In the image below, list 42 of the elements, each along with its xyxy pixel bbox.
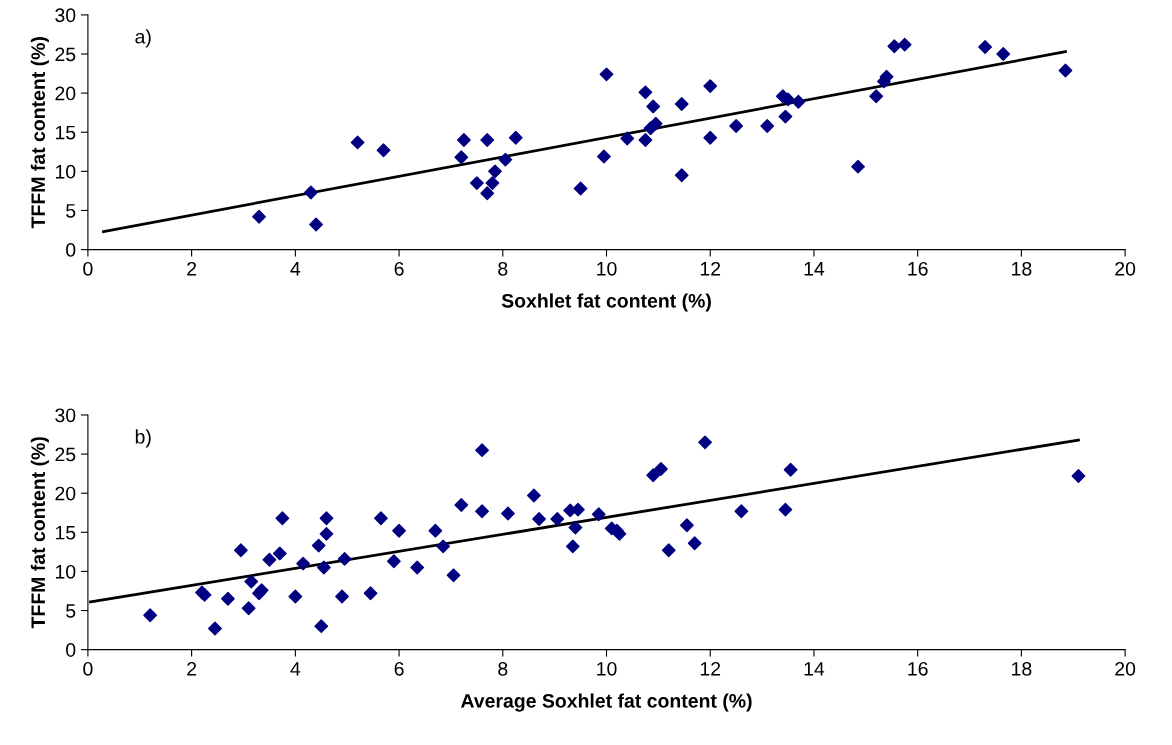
x-tick-label: 0: [83, 261, 93, 276]
y-axis-title: TFFM fat content (%): [30, 437, 49, 629]
x-tick-label: 16: [908, 661, 928, 676]
x-tick-label: 4: [290, 662, 301, 676]
y-tick-label: 30: [55, 408, 76, 423]
y-axis-title: TFFM fat content (%): [30, 37, 49, 229]
y-tick-label: 25: [55, 47, 76, 62]
x-tick-label: 18: [1012, 261, 1032, 276]
y-tick-label: 0: [66, 243, 76, 257]
x-tick-label: 14: [804, 262, 825, 276]
y-tick-label: 30: [55, 8, 76, 23]
x-tick-label: 10: [597, 261, 617, 276]
x-tick-label: 12: [700, 661, 721, 676]
y-tick-label: 20: [55, 86, 76, 101]
y-tick-label: 10: [55, 164, 76, 179]
x-tick-label: 8: [498, 661, 508, 676]
x-tick-label: 10: [597, 661, 617, 676]
y-tick-label: 10: [55, 564, 76, 579]
x-tick-label: 8: [498, 261, 508, 276]
x-axis-title: Average Soxhlet fat content (%): [460, 693, 752, 712]
x-tick-label: 20: [1115, 261, 1136, 276]
x-tick-label: 16: [908, 261, 928, 276]
x-tick-label: 6: [394, 261, 404, 276]
x-axis-title: Soxhlet fat content (%): [501, 293, 711, 312]
y-tick-label: 5: [66, 204, 76, 218]
annotation: b): [135, 429, 151, 448]
y-tick-label: 0: [66, 643, 76, 657]
x-tick-label: 6: [394, 661, 404, 676]
y-tick-label: 25: [55, 447, 76, 462]
x-tick-label: 2: [187, 661, 197, 676]
y-tick-label: 15: [55, 125, 76, 140]
y-tick-label: 5: [66, 604, 76, 618]
y-tick-label: 20: [55, 486, 76, 501]
x-tick-label: 0: [83, 661, 93, 676]
x-tick-label: 18: [1012, 661, 1032, 676]
x-tick-label: 4: [290, 262, 301, 276]
x-tick-label: 20: [1115, 661, 1136, 676]
x-tick-label: 2: [187, 261, 197, 276]
x-tick-label: 12: [700, 261, 721, 276]
y-tick-label: 15: [55, 525, 76, 540]
annotation: a): [135, 29, 151, 48]
x-tick-label: 14: [804, 662, 825, 676]
